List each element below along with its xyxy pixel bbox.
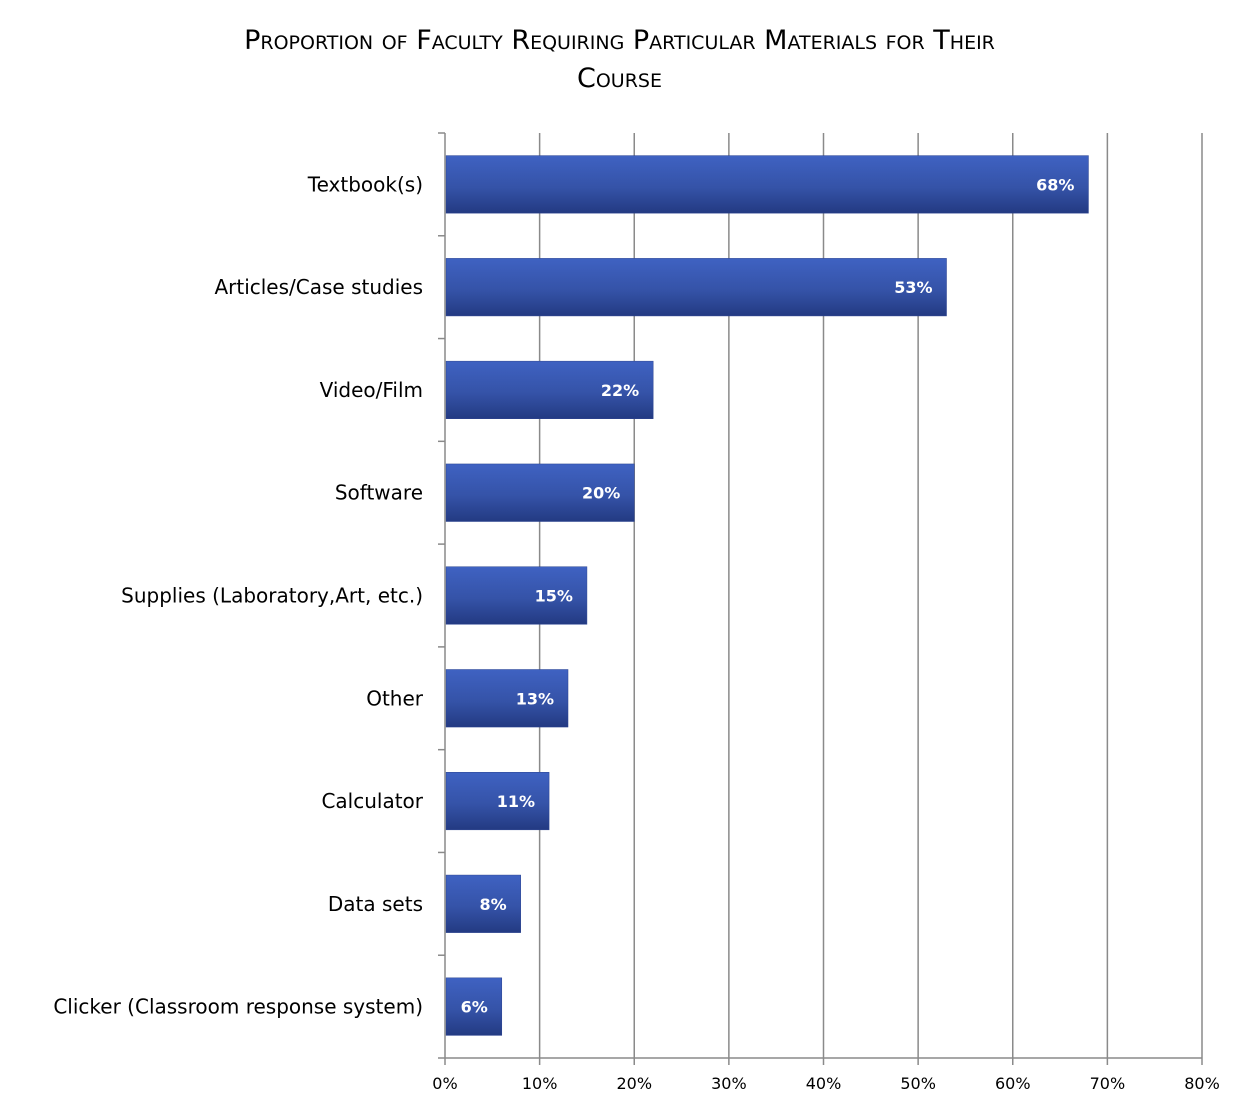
data-label: 8% — [480, 895, 507, 914]
category-label: Supplies (Laboratory,Art, etc.) — [121, 584, 423, 608]
x-tick-label: 10% — [522, 1074, 558, 1093]
x-tick-label: 30% — [711, 1074, 747, 1093]
bar — [445, 463, 635, 522]
bar — [445, 360, 654, 419]
x-tick-label: 70% — [1090, 1074, 1126, 1093]
data-label: 22% — [601, 381, 639, 400]
data-label: 6% — [461, 998, 488, 1017]
bar — [445, 977, 503, 1036]
data-label: 15% — [535, 587, 573, 606]
category-label: Data sets — [328, 892, 423, 916]
category-label: Video/Film — [320, 378, 423, 402]
data-label: 20% — [582, 484, 620, 503]
category-label: Clicker (Classroom response system) — [53, 995, 423, 1019]
data-label: 53% — [894, 278, 932, 297]
category-label: Textbook(s) — [307, 172, 423, 196]
labels: 0% 10% 20% 30% 40% 50% 60% 70% 80% Textbook(s) 68%… — [53, 172, 1219, 1093]
bar — [445, 258, 947, 317]
bar — [445, 874, 521, 933]
bar — [445, 772, 550, 831]
x-tick-label: 0% — [432, 1074, 457, 1093]
bar — [445, 155, 1089, 214]
x-tick-label: 40% — [806, 1074, 842, 1093]
data-label: 11% — [497, 792, 535, 811]
category-label: Articles/Case studies — [214, 275, 423, 299]
x-tick-label: 50% — [900, 1074, 936, 1093]
x-tick-label: 80% — [1184, 1074, 1220, 1093]
chart-title-line-2: Course — [577, 63, 662, 94]
x-tick-label: 60% — [995, 1074, 1031, 1093]
data-label: 13% — [516, 689, 554, 708]
chart-title: Proportion of Faculty Requiring Particul… — [0, 22, 1239, 98]
x-tick-label: 20% — [616, 1074, 652, 1093]
bars — [445, 155, 1089, 1036]
axes — [438, 132, 1203, 1065]
bar — [445, 669, 569, 728]
chart-title-line-1: Proportion of Faculty Requiring Particul… — [244, 25, 995, 56]
category-label: Calculator — [321, 789, 423, 813]
data-label: 68% — [1036, 175, 1074, 194]
category-label: Software — [335, 481, 423, 505]
bar — [445, 566, 588, 625]
category-label: Other — [366, 686, 424, 710]
